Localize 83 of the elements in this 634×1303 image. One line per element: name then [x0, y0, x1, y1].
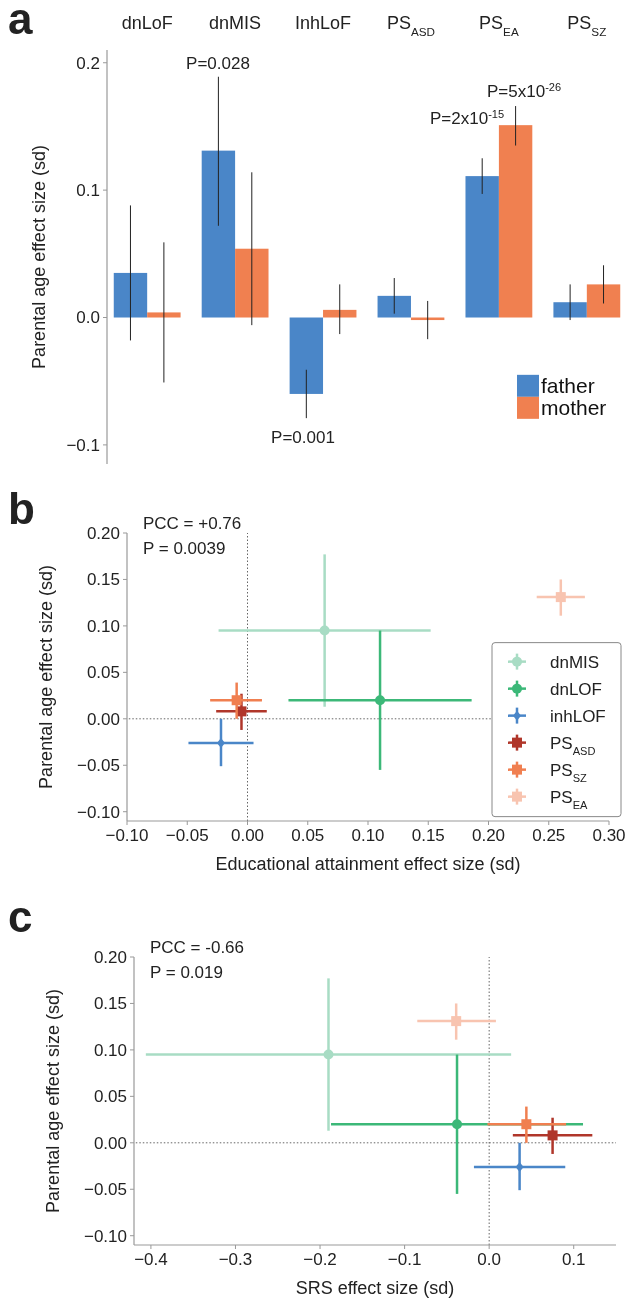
- x-tick-label: −0.1: [387, 1250, 422, 1269]
- y-axis-title: Parental age effect size (sd): [36, 565, 56, 789]
- point: [521, 1119, 532, 1130]
- x-tick-label: dnMIS: [209, 13, 262, 33]
- x-tick-label: 0.1: [561, 1250, 586, 1269]
- point: [555, 592, 566, 603]
- y-tick-label: −0.05: [76, 756, 120, 776]
- y-tick-label: 0.2: [76, 53, 100, 73]
- y-tick-label: 0.20: [86, 523, 120, 543]
- x-tick-label: −0.10: [105, 826, 149, 845]
- point: [375, 695, 386, 706]
- annotation: P=0.001: [271, 428, 335, 447]
- x-tick-label: 0.0: [477, 1250, 501, 1269]
- y-tick-label: −0.10: [83, 1226, 127, 1246]
- y-tick-label: −0.05: [83, 1180, 127, 1200]
- legend-label: inhLOF: [550, 706, 606, 726]
- point: [547, 1130, 558, 1141]
- x-tick-label: PS$_{ASD}$: [386, 13, 435, 38]
- x-tick-label: dnLoF: [121, 13, 173, 33]
- x-tick-label: 0.25: [532, 826, 566, 845]
- bar: [377, 295, 411, 318]
- legend-label: PS$_{ASD}$: [550, 733, 596, 757]
- y-tick-label: 0.1: [76, 181, 100, 201]
- legend-label: PS$_{EA}$: [550, 787, 589, 811]
- y-tick-label: 0.10: [86, 616, 120, 636]
- point: [451, 1016, 462, 1027]
- chart-title: a: [8, 0, 33, 43]
- y-tick-label: 0.20: [93, 947, 127, 967]
- annotation: PCC = +0.76: [143, 514, 242, 533]
- legend-label: dnLOF: [550, 679, 602, 699]
- y-tick-label: −0.10: [76, 802, 120, 822]
- bar: [201, 150, 236, 318]
- annotation: P = 0.0039: [143, 539, 226, 558]
- y-tick-label: 0.05: [86, 663, 120, 683]
- x-tick-label: 0.20: [471, 826, 506, 845]
- legend-label: PS$_{SZ}$: [550, 760, 588, 784]
- bar: [586, 284, 621, 318]
- chart-title: b: [8, 484, 35, 533]
- point: [319, 625, 330, 636]
- x-tick-label: PS$_{SZ}$: [567, 13, 607, 38]
- x-tick-label: 0.00: [230, 826, 265, 845]
- x-tick-label: −0.2: [303, 1250, 337, 1269]
- x-axis-title: SRS effect size (sd): [295, 1278, 455, 1298]
- y-axis-title: Parental age effect size (sd): [43, 989, 63, 1213]
- bar: [323, 309, 357, 318]
- annotation: P = 0.019: [150, 963, 223, 982]
- x-tick-label: PS$_{EA}$: [479, 13, 519, 38]
- point: [452, 1119, 463, 1130]
- annotation: PCC = -0.66: [150, 938, 245, 957]
- x-tick-label: 0.10: [351, 826, 385, 845]
- legend-label: dnMIS: [550, 652, 600, 672]
- annotation: P=2x10$^{-15}$: [430, 108, 505, 128]
- annotation: P=0.028: [186, 54, 250, 73]
- bar: [113, 272, 148, 318]
- bar: [235, 248, 269, 318]
- legend-label: father: [541, 374, 595, 398]
- bar: [553, 302, 587, 318]
- legend-label: mother: [541, 396, 607, 420]
- y-tick-label: 0.00: [93, 1133, 127, 1153]
- y-tick-label: 0.00: [86, 709, 120, 729]
- y-tick-label: 0.0: [76, 308, 100, 328]
- point: [231, 695, 242, 706]
- x-tick-label: 0.30: [592, 826, 626, 845]
- x-tick-label: −0.4: [134, 1250, 168, 1269]
- x-tick-label: −0.3: [218, 1250, 253, 1269]
- x-axis-title: Educational attainment effect size (sd): [215, 854, 521, 874]
- x-tick-label: 0.15: [411, 826, 445, 845]
- y-axis-title: Parental age effect size (sd): [29, 145, 49, 369]
- x-tick-label: −0.05: [165, 826, 209, 845]
- bar: [147, 312, 181, 318]
- x-tick-label: InhLoF: [295, 13, 352, 33]
- bar: [465, 176, 499, 318]
- bar: [289, 317, 324, 394]
- y-tick-label: 0.10: [93, 1040, 127, 1060]
- point: [323, 1049, 334, 1060]
- annotation: P=5x10$^{-26}$: [487, 81, 562, 101]
- y-tick-label: 0.05: [93, 1087, 127, 1107]
- y-tick-label: −0.1: [66, 435, 100, 455]
- y-tick-label: 0.15: [86, 570, 120, 590]
- bar: [498, 125, 533, 318]
- x-tick-label: 0.05: [291, 826, 325, 845]
- chart-title: c: [8, 892, 33, 941]
- y-tick-label: 0.15: [93, 994, 127, 1014]
